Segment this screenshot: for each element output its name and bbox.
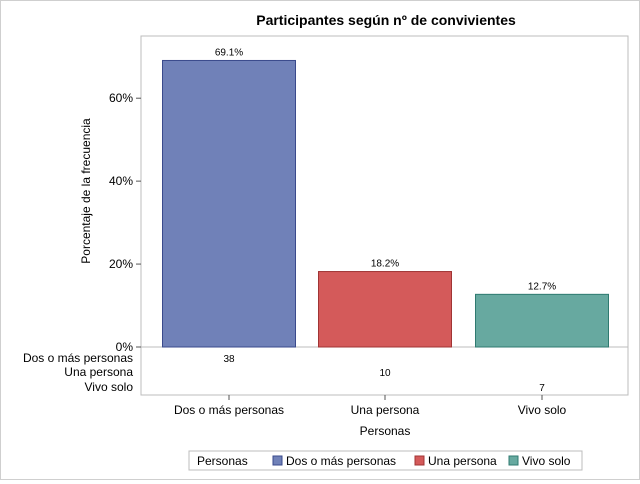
x-tick-label: Vivo solo: [518, 403, 567, 417]
count-value: 7: [539, 383, 545, 394]
count-row-label: Vivo solo: [85, 380, 134, 394]
x-tick-label: Una persona: [351, 403, 420, 417]
count-value: 10: [379, 368, 391, 379]
count-row-label: Dos o más personas: [23, 351, 133, 365]
legend-box: [188, 450, 583, 471]
bar-value-label: 69.1%: [215, 47, 243, 58]
bars: 69.1% 18.2% 12.7%: [162, 47, 609, 348]
bar: [318, 271, 452, 348]
y-tick-label: 40%: [109, 174, 133, 188]
legend-entry-label: Vivo solo: [522, 454, 571, 468]
count-table: Dos o más personas 38 Una persona 10 Vivo so…: [23, 351, 545, 394]
bar: [162, 59, 296, 348]
bar-value-label: 12.7%: [528, 281, 556, 292]
legend-swatch: [272, 455, 283, 466]
legend: Personas Dos o más personas Una persona Viv…: [188, 450, 583, 471]
y-axis-label: Porcentaje de la frecuencia: [79, 118, 93, 264]
x-axis-ticks: Dos o más personas Una persona Vivo solo: [174, 395, 567, 417]
x-axis-label: Personas: [360, 424, 411, 438]
legend-swatch: [414, 455, 425, 466]
legend-swatch: [508, 455, 519, 466]
bar-value-label: 18.2%: [371, 259, 399, 270]
y-tick-label: 0%: [116, 340, 134, 354]
bar: [475, 293, 609, 348]
legend-title: Personas: [197, 454, 248, 468]
chart-title: Participantes según nº de convivientes: [256, 12, 516, 28]
count-value: 38: [223, 354, 235, 365]
y-tick-label: 60%: [109, 91, 133, 105]
y-tick-label: 20%: [109, 257, 133, 271]
legend-entry-label: Dos o más personas: [286, 454, 396, 468]
x-tick-label: Dos o más personas: [174, 403, 284, 417]
y-axis-ticks: 0% 20% 40% 60%: [109, 91, 141, 354]
legend-entry-label: Una persona: [428, 454, 497, 468]
count-row-label: Una persona: [64, 365, 133, 379]
